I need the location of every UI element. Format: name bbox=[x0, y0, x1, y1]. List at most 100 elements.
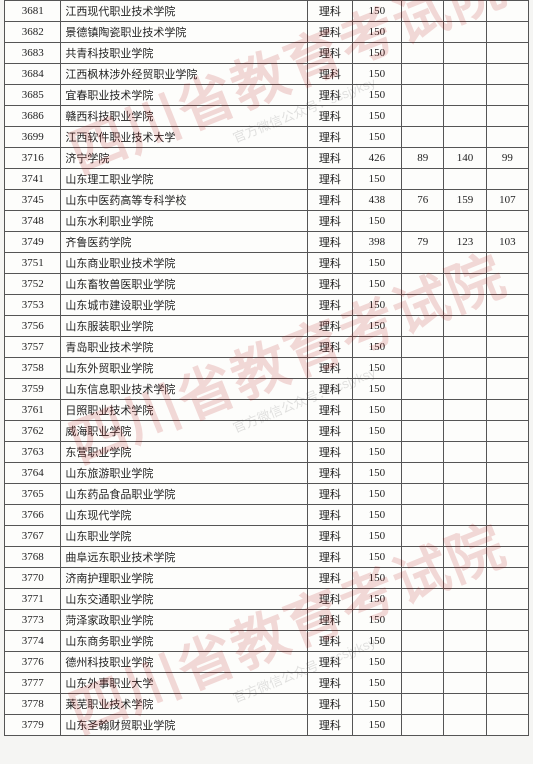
v4-cell bbox=[486, 211, 528, 232]
code-cell: 3776 bbox=[5, 652, 61, 673]
v4-cell bbox=[486, 694, 528, 715]
v1-cell: 150 bbox=[352, 43, 401, 64]
v1-cell: 150 bbox=[352, 274, 401, 295]
v3-cell bbox=[444, 526, 486, 547]
subject-cell: 理科 bbox=[308, 421, 353, 442]
subject-cell: 理科 bbox=[308, 631, 353, 652]
v2-cell bbox=[402, 526, 444, 547]
v4-cell bbox=[486, 673, 528, 694]
v1-cell: 150 bbox=[352, 568, 401, 589]
table-row: 3751山东商业职业技术学院理科150 bbox=[5, 253, 529, 274]
table-row: 3779山东圣翰财贸职业学院理科150 bbox=[5, 715, 529, 736]
v1-cell: 150 bbox=[352, 421, 401, 442]
subject-cell: 理科 bbox=[308, 190, 353, 211]
code-cell: 3757 bbox=[5, 337, 61, 358]
subject-cell: 理科 bbox=[308, 253, 353, 274]
v1-cell: 150 bbox=[352, 526, 401, 547]
table-row: 3753山东城市建设职业学院理科150 bbox=[5, 295, 529, 316]
v4-cell bbox=[486, 484, 528, 505]
v2-cell bbox=[402, 22, 444, 43]
v3-cell bbox=[444, 274, 486, 295]
v3-cell bbox=[444, 379, 486, 400]
code-cell: 3749 bbox=[5, 232, 61, 253]
table-row: 3763东营职业学院理科150 bbox=[5, 442, 529, 463]
v4-cell: 103 bbox=[486, 232, 528, 253]
code-cell: 3759 bbox=[5, 379, 61, 400]
v4-cell bbox=[486, 652, 528, 673]
table-row: 3681江西现代职业技术学院理科150 bbox=[5, 1, 529, 22]
code-cell: 3753 bbox=[5, 295, 61, 316]
v2-cell bbox=[402, 442, 444, 463]
code-cell: 3741 bbox=[5, 169, 61, 190]
v2-cell bbox=[402, 694, 444, 715]
code-cell: 3683 bbox=[5, 43, 61, 64]
v1-cell: 438 bbox=[352, 190, 401, 211]
v4-cell bbox=[486, 253, 528, 274]
v2-cell bbox=[402, 589, 444, 610]
v2-cell: 79 bbox=[402, 232, 444, 253]
subject-cell: 理科 bbox=[308, 547, 353, 568]
v4-cell: 99 bbox=[486, 148, 528, 169]
v2-cell bbox=[402, 295, 444, 316]
v2-cell: 89 bbox=[402, 148, 444, 169]
v2-cell bbox=[402, 505, 444, 526]
v3-cell bbox=[444, 442, 486, 463]
table-row: 3766山东现代学院理科150 bbox=[5, 505, 529, 526]
table-row: 3764山东旅游职业学院理科150 bbox=[5, 463, 529, 484]
v2-cell bbox=[402, 631, 444, 652]
v1-cell: 150 bbox=[352, 715, 401, 736]
table-row: 3748山东水利职业学院理科150 bbox=[5, 211, 529, 232]
code-cell: 3766 bbox=[5, 505, 61, 526]
v4-cell bbox=[486, 442, 528, 463]
v2-cell bbox=[402, 106, 444, 127]
v2-cell bbox=[402, 673, 444, 694]
v3-cell bbox=[444, 631, 486, 652]
subject-cell: 理科 bbox=[308, 274, 353, 295]
v4-cell bbox=[486, 295, 528, 316]
v4-cell: 107 bbox=[486, 190, 528, 211]
name-cell: 山东旅游职业学院 bbox=[61, 463, 308, 484]
v3-cell bbox=[444, 358, 486, 379]
table-row: 3759山东信息职业技术学院理科150 bbox=[5, 379, 529, 400]
subject-cell: 理科 bbox=[308, 64, 353, 85]
name-cell: 山东中医药高等专科学校 bbox=[61, 190, 308, 211]
v3-cell bbox=[444, 568, 486, 589]
code-cell: 3777 bbox=[5, 673, 61, 694]
v4-cell bbox=[486, 505, 528, 526]
table-row: 3685宜春职业技术学院理科150 bbox=[5, 85, 529, 106]
code-cell: 3686 bbox=[5, 106, 61, 127]
v3-cell bbox=[444, 169, 486, 190]
subject-cell: 理科 bbox=[308, 694, 353, 715]
name-cell: 山东理工职业学院 bbox=[61, 169, 308, 190]
table-row: 3777山东外事职业大学理科150 bbox=[5, 673, 529, 694]
v3-cell bbox=[444, 106, 486, 127]
v3-cell bbox=[444, 589, 486, 610]
v3-cell: 140 bbox=[444, 148, 486, 169]
name-cell: 山东圣翰财贸职业学院 bbox=[61, 715, 308, 736]
code-cell: 3751 bbox=[5, 253, 61, 274]
v4-cell bbox=[486, 43, 528, 64]
subject-cell: 理科 bbox=[308, 715, 353, 736]
table-row: 3767山东职业学院理科150 bbox=[5, 526, 529, 547]
v1-cell: 150 bbox=[352, 505, 401, 526]
v1-cell: 150 bbox=[352, 379, 401, 400]
v2-cell: 76 bbox=[402, 190, 444, 211]
table-row: 3770济南护理职业学院理科150 bbox=[5, 568, 529, 589]
v1-cell: 150 bbox=[352, 337, 401, 358]
v2-cell bbox=[402, 568, 444, 589]
table-row: 3774山东商务职业学院理科150 bbox=[5, 631, 529, 652]
subject-cell: 理科 bbox=[308, 568, 353, 589]
name-cell: 共青科技职业学院 bbox=[61, 43, 308, 64]
code-cell: 3761 bbox=[5, 400, 61, 421]
subject-cell: 理科 bbox=[308, 589, 353, 610]
v3-cell bbox=[444, 673, 486, 694]
v1-cell: 150 bbox=[352, 22, 401, 43]
v2-cell bbox=[402, 421, 444, 442]
v3-cell bbox=[444, 400, 486, 421]
v1-cell: 150 bbox=[352, 253, 401, 274]
v3-cell: 159 bbox=[444, 190, 486, 211]
v3-cell bbox=[444, 253, 486, 274]
code-cell: 3779 bbox=[5, 715, 61, 736]
subject-cell: 理科 bbox=[308, 610, 353, 631]
subject-cell: 理科 bbox=[308, 442, 353, 463]
